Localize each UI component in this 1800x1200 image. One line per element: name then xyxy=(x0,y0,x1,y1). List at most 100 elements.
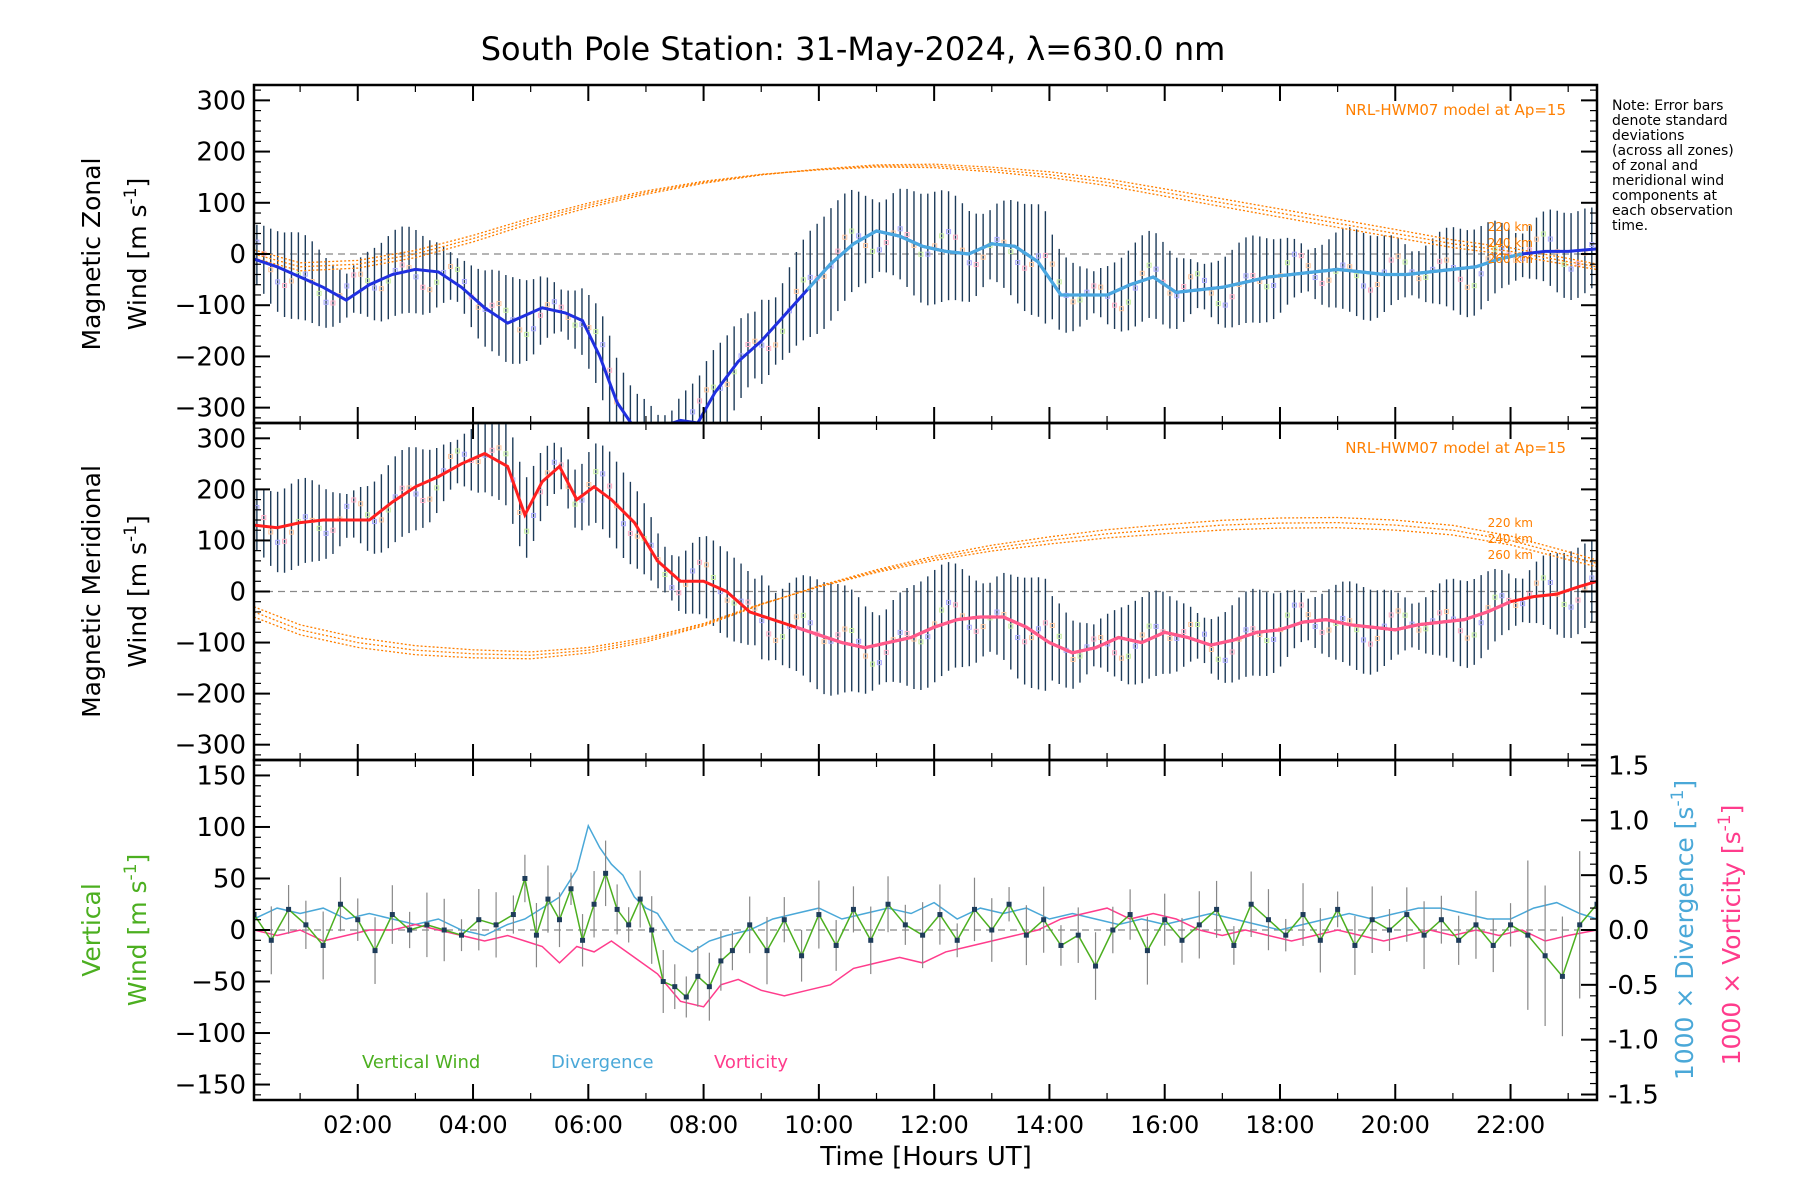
zonal-scatter-point xyxy=(1070,299,1076,305)
x-tick-label: 10:00 xyxy=(784,1111,853,1139)
note-line-5: of zonal and xyxy=(1612,158,1698,174)
zonal-scatter-point xyxy=(1361,283,1367,289)
meridional-scatter-point xyxy=(371,519,377,525)
vertical-ylabel-sup: -1 xyxy=(121,863,141,880)
zonal-scatter-point xyxy=(897,226,903,232)
meridional-scatter-point xyxy=(579,497,585,503)
vertical-wind-point xyxy=(1006,901,1012,907)
zonal-scatter-point xyxy=(697,398,703,404)
zonal-scatter-point xyxy=(1049,261,1055,267)
meridional-scatter-point xyxy=(330,527,336,533)
meridional-scatter-point xyxy=(994,609,1000,615)
meridional-scatter-point xyxy=(544,470,550,476)
meridional-scatter-point xyxy=(427,496,433,502)
vertical-wind-point xyxy=(626,922,632,928)
vertical-wind-point xyxy=(1041,917,1047,923)
zonal-scatter-point xyxy=(454,266,460,272)
meridional-scatter-point xyxy=(1291,602,1297,608)
divergence-line xyxy=(254,823,1597,953)
vorticity-line xyxy=(254,907,1597,1008)
zonal-scatter-point xyxy=(427,287,433,293)
vertical-wind-point xyxy=(1023,932,1029,938)
zonal-model-height-3: 260 km xyxy=(1488,252,1533,266)
x-tick-label: 06:00 xyxy=(554,1111,623,1139)
divergence-axis-sup: -1 xyxy=(1668,790,1688,807)
meridional-scatter-point xyxy=(1112,650,1118,656)
legend-vorticity: Vorticity xyxy=(714,1052,788,1073)
zonal-scatter-point xyxy=(904,232,910,238)
zonal-scatter-point xyxy=(1533,236,1539,242)
vertical-y-tick-label: −50 xyxy=(191,968,246,998)
zonal-scatter-point xyxy=(1125,299,1131,305)
zonal-scatter-point xyxy=(1416,276,1422,282)
meridional-ylabel-sup: -1 xyxy=(121,525,141,542)
meridional-scatter-point xyxy=(849,628,855,634)
vertical-wind-point xyxy=(937,912,943,918)
meridional-scatter-point xyxy=(620,521,626,527)
zonal-ylabel-line1: Magnetic Zonal xyxy=(77,158,106,351)
meridional-scatter-point xyxy=(1250,626,1256,632)
zonal-scatter-point xyxy=(371,285,377,291)
zonal-y-tick-label: 100 xyxy=(196,189,246,219)
meridional-model-height-2: 240 km xyxy=(1488,532,1533,546)
zonal-scatter-point xyxy=(1077,297,1083,303)
note-line-8: each observation xyxy=(1612,203,1733,219)
zonal-model-height-1: 220 km xyxy=(1488,220,1533,234)
meridional-scatter-point xyxy=(676,590,682,596)
zonal-model-height-2: 240 km xyxy=(1488,236,1533,250)
meridional-scatter-point xyxy=(496,445,502,451)
zonal-scatter-point xyxy=(1015,259,1021,265)
meridional-scatter-point xyxy=(1561,601,1567,607)
meridional-scatter-point xyxy=(1423,626,1429,632)
meridional-scatter-point xyxy=(835,632,841,638)
meridional-scatter-point xyxy=(1478,620,1484,626)
meridional-scatter-point xyxy=(634,533,640,539)
meridional-scatter-point xyxy=(980,624,986,630)
vertical-wind-point xyxy=(729,948,735,954)
meridional-scatter-point xyxy=(454,448,460,454)
vertical-wind-point xyxy=(476,917,482,923)
zonal-scatter-point xyxy=(1492,246,1498,252)
vertical-wind-point xyxy=(1369,917,1375,923)
zonal-scatter-point xyxy=(1153,266,1159,272)
meridional-scatter-point xyxy=(856,638,862,644)
zonal-scatter-point xyxy=(503,307,509,313)
meridional-scatter xyxy=(254,445,1595,667)
zonal-scatter-point xyxy=(517,327,523,333)
zonal-scatter-point xyxy=(883,240,889,246)
meridional-scatter-point xyxy=(385,507,391,513)
divergence-axis-label: 1000 × Divergence [s-1] xyxy=(1668,780,1699,1080)
zonal-scatter-point xyxy=(1513,257,1519,263)
meridional-y-tick-label: 100 xyxy=(196,526,246,556)
zonal-scatter-point xyxy=(918,251,924,257)
zonal-ylabel-end: ] xyxy=(123,178,152,188)
zonal-scatter-point xyxy=(690,409,696,415)
zonal-scatter-point xyxy=(1208,290,1214,296)
note-line-6: meridional wind xyxy=(1612,173,1724,189)
meridional-scatter-point xyxy=(1575,597,1581,603)
zonal-scatter-point xyxy=(1437,258,1443,264)
meridional-scatter-point xyxy=(275,539,281,545)
meridional-scatter-point xyxy=(600,471,606,477)
meridional-scatter-point xyxy=(1015,635,1021,641)
zonal-scatter-point xyxy=(1243,273,1249,279)
zonal-scatter-point xyxy=(1201,277,1207,283)
meridional-scatter-point xyxy=(703,562,709,568)
zonal-scatter-point xyxy=(1056,279,1062,285)
meridional-scatter-point xyxy=(952,602,958,608)
zonal-scatter-point xyxy=(1347,264,1353,270)
zonal-scatter-point xyxy=(925,251,931,257)
meridional-scatter-point xyxy=(1022,639,1028,645)
meridional-ylabel-end: ] xyxy=(123,515,152,525)
vertical-wind-point xyxy=(1490,942,1496,948)
meridional-scatter-point xyxy=(759,618,765,624)
meridional-scatter-point xyxy=(1312,623,1318,629)
zonal-scatter-point xyxy=(275,279,281,285)
meridional-scatter-point xyxy=(1125,653,1131,659)
zonal-scatter-point xyxy=(489,302,495,308)
meridional-scatter-point xyxy=(531,512,537,518)
note-line-1: Note: Error bars xyxy=(1612,98,1723,114)
zonal-scatter-point xyxy=(952,234,958,240)
right-tick-label: -1.0 xyxy=(1608,1026,1659,1056)
